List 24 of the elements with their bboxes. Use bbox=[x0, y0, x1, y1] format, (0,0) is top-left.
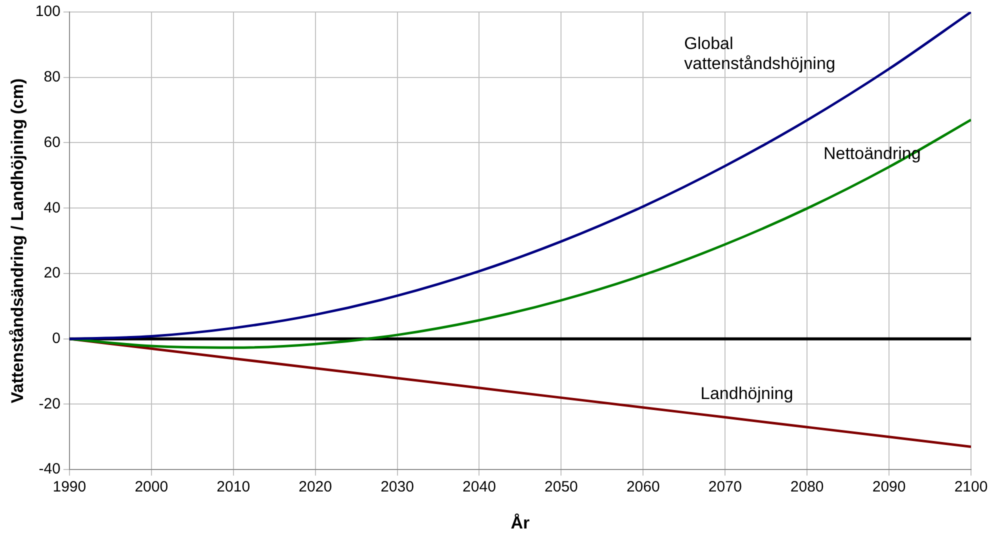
x-tick-label: 2020 bbox=[298, 478, 332, 496]
y-tick-label: 100 bbox=[35, 3, 60, 20]
series-label: Global vattenståndshöjning bbox=[684, 34, 836, 74]
y-tick-label: -40 bbox=[38, 460, 60, 478]
x-tick-label: 2050 bbox=[544, 478, 578, 496]
x-tick-label: 2090 bbox=[872, 478, 906, 496]
x-tick-label: 2080 bbox=[790, 478, 824, 496]
x-tick-label: 2060 bbox=[626, 478, 660, 496]
x-tick-label: 2010 bbox=[216, 478, 250, 496]
y-tick-label: 60 bbox=[44, 134, 60, 151]
series-label: Landhöjning bbox=[700, 384, 794, 404]
y-tick-label: 40 bbox=[44, 199, 60, 216]
x-tick-label: 2000 bbox=[134, 478, 168, 496]
x-tick-label: 1990 bbox=[52, 478, 86, 496]
x-tick-label: 2040 bbox=[462, 478, 496, 496]
y-tick-label: 0 bbox=[52, 330, 60, 347]
y-tick-label: -20 bbox=[38, 395, 60, 412]
y-axis-title: Vattenståndsändring / Landhöjning (cm) bbox=[8, 78, 27, 404]
x-tick-label: 2030 bbox=[380, 478, 414, 496]
x-axis-title: År bbox=[510, 513, 530, 532]
y-tick-label: 20 bbox=[44, 264, 60, 282]
x-tick-label: 2100 bbox=[954, 478, 988, 496]
x-tick-label: 2070 bbox=[708, 478, 742, 496]
y-tick-label: 80 bbox=[44, 68, 60, 86]
